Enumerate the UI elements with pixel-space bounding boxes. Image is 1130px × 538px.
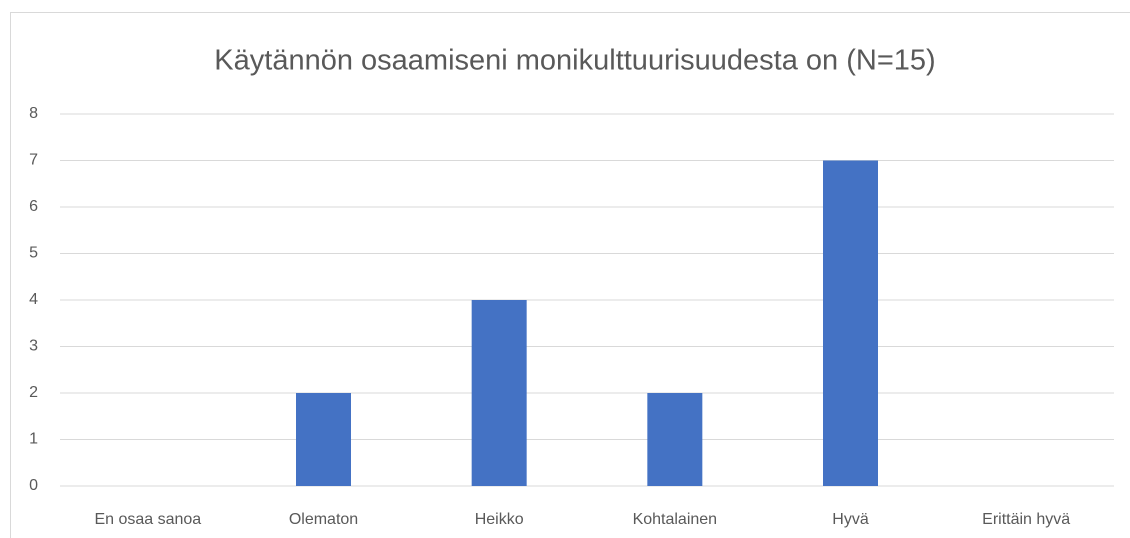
y-tick-label: 4 xyxy=(29,291,38,308)
bar xyxy=(647,393,703,486)
y-tick-label: 8 xyxy=(29,105,38,122)
y-tick-label: 3 xyxy=(29,338,38,355)
x-tick-label: En osaa sanoa xyxy=(94,511,201,528)
y-tick-label: 7 xyxy=(29,152,38,169)
chart-title: Käytännön osaamiseni monikulttuurisuudes… xyxy=(214,45,935,77)
y-tick-label: 2 xyxy=(29,384,38,401)
y-tick-label: 5 xyxy=(29,245,38,262)
x-tick-label: Erittäin hyvä xyxy=(982,511,1070,528)
bar xyxy=(823,160,878,486)
bar xyxy=(296,393,351,486)
chart-frame xyxy=(10,12,1130,538)
x-tick-label: Kohtalainen xyxy=(633,511,718,528)
y-tick-label: 6 xyxy=(29,198,38,215)
x-tick-label: Heikko xyxy=(475,511,524,528)
bar xyxy=(471,300,527,486)
y-tick-label: 1 xyxy=(29,431,38,448)
y-tick-label: 0 xyxy=(29,477,38,494)
x-tick-label: Olematon xyxy=(289,511,358,528)
x-tick-label: Hyvä xyxy=(832,511,869,528)
